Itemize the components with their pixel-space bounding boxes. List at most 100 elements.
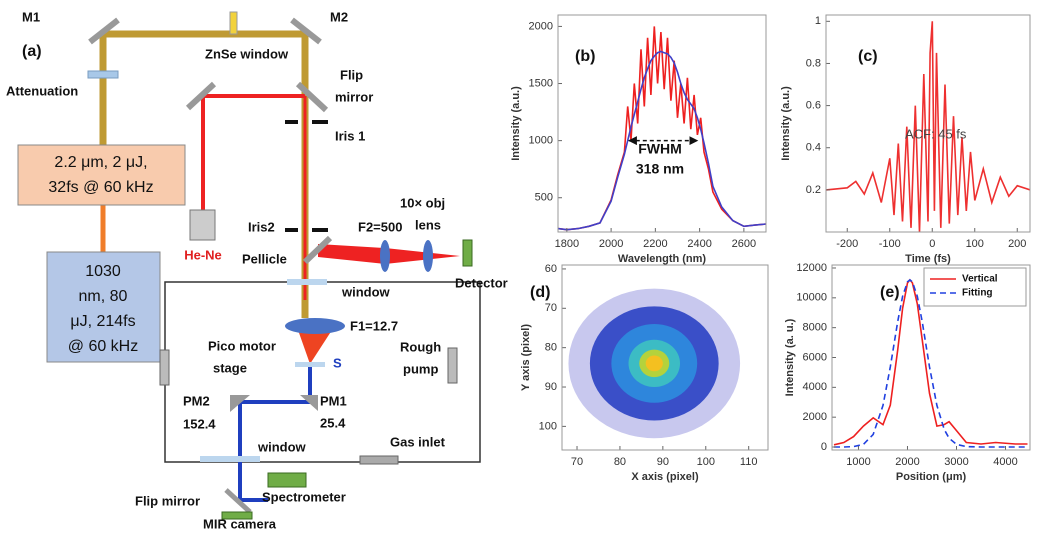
y-tick-label: 60 <box>545 263 557 275</box>
label: PM1 <box>320 393 347 408</box>
label: Rough <box>400 339 441 354</box>
lens <box>285 318 345 334</box>
label: ZnSe window <box>205 46 289 61</box>
x-tick-label: 4000 <box>993 456 1017 468</box>
plot-area <box>826 21 1030 232</box>
lens <box>423 240 433 272</box>
y-tick-label: 0.8 <box>806 57 821 69</box>
y-tick-label: 100 <box>539 420 557 432</box>
label: Iris2 <box>248 219 275 234</box>
label: He-Ne <box>184 247 222 262</box>
flip-mirror <box>295 81 329 113</box>
label: window <box>341 284 391 299</box>
label: 2.2 μm, 2 μJ, <box>54 154 147 171</box>
legend-label: Fitting <box>962 288 993 299</box>
y-tick-label: 70 <box>545 302 557 314</box>
y-tick-label: 0.6 <box>806 99 821 111</box>
plot-area <box>568 288 741 439</box>
label: μJ, 214fs <box>70 313 135 330</box>
mirror <box>290 17 322 45</box>
label: PM2 <box>183 393 210 408</box>
x-tick-label: 200 <box>1008 238 1026 250</box>
label: lens <box>415 217 441 232</box>
port <box>159 349 170 386</box>
x-tick-label: 2200 <box>643 238 667 250</box>
panel-label: (d) <box>530 284 550 301</box>
y-tick-label: 500 <box>535 192 553 204</box>
plot-frame <box>557 14 767 233</box>
x-tick-label: 100 <box>966 238 984 250</box>
window <box>200 456 260 462</box>
label: window <box>257 439 307 454</box>
mirror <box>88 17 120 45</box>
x-axis-label: Position (μm) <box>896 471 967 483</box>
label: pump <box>403 361 438 376</box>
y-axis-label: Intensity (a.u.) <box>510 86 522 161</box>
mirror <box>185 81 217 111</box>
y-axis-label: Intensity (a.u.) <box>780 86 792 161</box>
series-line <box>833 278 1028 446</box>
legend-box <box>923 267 1027 307</box>
plot-area <box>558 26 766 231</box>
y-tick-label: 80 <box>545 342 557 354</box>
label: S <box>333 355 342 370</box>
label: Pellicle <box>242 251 287 266</box>
camera <box>221 511 253 520</box>
plot-frame <box>825 14 1031 233</box>
laser-box <box>46 251 161 363</box>
label: 10× obj <box>400 195 445 210</box>
hhg-beam <box>238 367 312 502</box>
x-tick-label: 2400 <box>687 238 711 250</box>
x-tick-label: 110 <box>740 456 758 468</box>
panel-label: (a) <box>22 43 42 60</box>
label: Spectrometer <box>262 489 346 504</box>
window <box>287 279 327 285</box>
y-tick-label: 8000 <box>803 322 827 334</box>
parabolic-mirror <box>300 395 318 411</box>
y-tick-label: 10000 <box>796 292 827 304</box>
y-tick-label: 2000 <box>529 20 553 32</box>
x-tick-label: 70 <box>571 456 583 468</box>
annotation: 318 nm <box>636 161 684 177</box>
x-tick-label: -100 <box>879 238 901 250</box>
y-tick-label: 0.2 <box>806 184 821 196</box>
y-tick-label: 4000 <box>803 381 827 393</box>
label: @ 60 kHz <box>68 338 138 355</box>
y-tick-label: 90 <box>545 381 557 393</box>
label: MIR camera <box>203 516 277 531</box>
y-tick-label: 6000 <box>803 351 827 363</box>
label: M2 <box>330 9 348 24</box>
panel-label: (c) <box>858 48 878 65</box>
label: 152.4 <box>183 416 216 431</box>
laser-box <box>17 144 186 206</box>
label: Gas inlet <box>390 434 446 449</box>
x-tick-label: 2600 <box>732 238 756 250</box>
x-tick-label: 3000 <box>944 456 968 468</box>
y-tick-label: 1 <box>815 15 821 27</box>
port <box>447 347 458 384</box>
x-axis-label: X axis (pixel) <box>631 471 699 483</box>
chart: 1800 2000 2200 2400 2600 500 1000 1500 2000 Wavel… <box>510 14 767 265</box>
flip-mirror <box>224 488 252 514</box>
panel-label: (b) <box>575 48 595 65</box>
y-tick-label: 0 <box>821 441 827 453</box>
y-tick-label: 2000 <box>803 411 827 423</box>
panel-label: (e) <box>880 284 900 301</box>
annotation: ACF: 45 fs <box>905 126 967 141</box>
attenuator <box>87 70 119 79</box>
x-tick-label: 90 <box>657 456 669 468</box>
chart: 70 80 90 100 110 60 70 80 90 100 X axis (pixel) Y a… <box>520 263 769 483</box>
x-tick-label: 80 <box>614 456 626 468</box>
series-line <box>558 50 766 231</box>
y-tick-label: 0.4 <box>806 142 821 154</box>
annotation: FWHM <box>638 141 682 157</box>
plot-area <box>833 278 1028 448</box>
plot-frame <box>831 264 1031 451</box>
label: Attenuation <box>6 83 78 98</box>
hene-laser <box>189 209 216 241</box>
label: stage <box>213 360 247 375</box>
label: 1030 <box>85 263 121 280</box>
x-axis-label: Time (fs) <box>905 253 951 265</box>
